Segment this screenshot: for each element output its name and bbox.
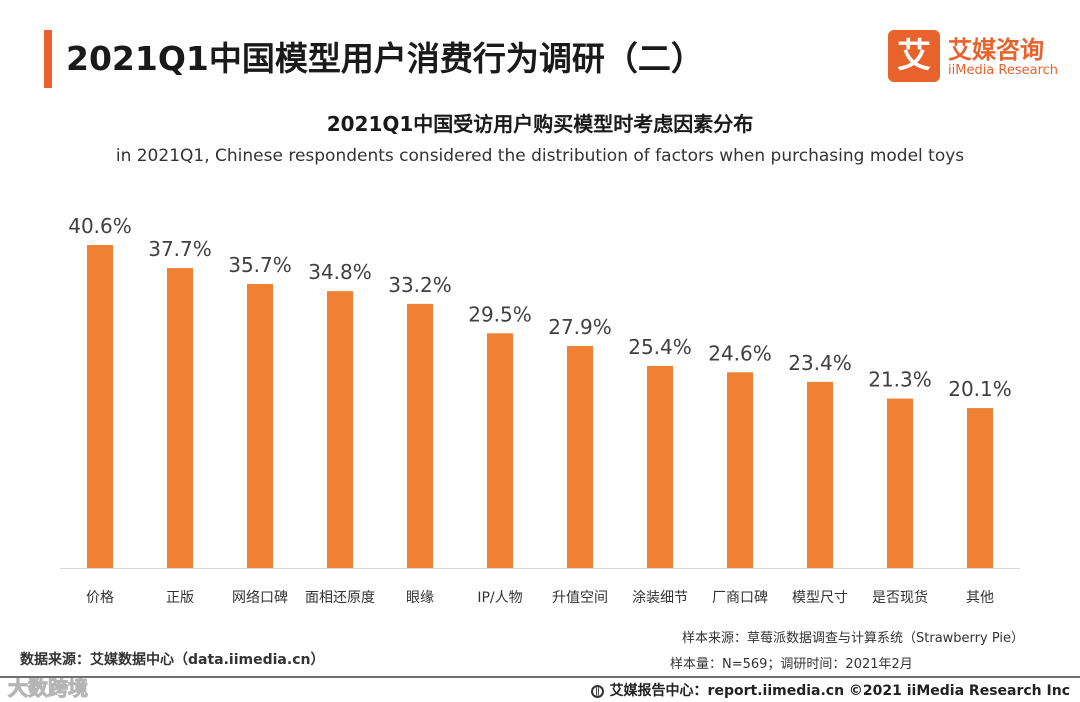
category-label-6: IP/人物 xyxy=(477,590,522,606)
bar-9 xyxy=(727,372,753,568)
category-label-9: 厂商口碑 xyxy=(712,590,768,606)
bar-12 xyxy=(967,408,993,568)
bar-2 xyxy=(167,268,193,568)
bar-1 xyxy=(87,245,113,568)
bar-4 xyxy=(327,291,353,568)
category-label-3: 网络口碑 xyxy=(232,590,288,606)
data-label-1: 40.6% xyxy=(68,214,132,238)
category-label-5: 眼缘 xyxy=(406,590,434,606)
data-label-5: 33.2% xyxy=(388,273,452,297)
data-label-11: 21.3% xyxy=(868,368,932,392)
bar-3 xyxy=(247,283,273,568)
sample-source-note: 样本来源：草莓派数据调查与计算系统（Strawberry Pie） xyxy=(682,631,1024,646)
bar-6 xyxy=(487,333,513,568)
watermark: 大数跨境 xyxy=(8,676,89,701)
globe-icon xyxy=(590,685,604,698)
bar-10 xyxy=(807,381,833,568)
data-label-7: 27.9% xyxy=(548,315,612,339)
data-label-2: 37.7% xyxy=(148,237,212,261)
data-label-6: 29.5% xyxy=(468,302,532,326)
page-title: 2021Q1中国模型用户消费行为调研（二） xyxy=(66,39,704,78)
bar-8 xyxy=(647,365,673,568)
chart-subtitle: in 2021Q1, Chinese respondents considere… xyxy=(115,146,965,166)
category-label-1: 价格 xyxy=(86,590,114,606)
bar-11 xyxy=(887,398,913,568)
data-label-9: 24.6% xyxy=(708,341,772,365)
footer-divider xyxy=(0,676,1080,678)
data-source-note: 数据来源：艾媒数据中心（data.iimedia.cn） xyxy=(20,652,325,668)
category-label-8: 涂装细节 xyxy=(632,590,688,606)
sample-size-note: 样本量：N=569；调研时间：2021年2月 xyxy=(670,657,913,672)
category-label-12: 其他 xyxy=(966,590,994,606)
data-label-4: 34.8% xyxy=(308,260,372,284)
footer-text: 艾媒报告中心：report.iimedia.cn ©2021 iiMedia R… xyxy=(609,683,1070,699)
logo-name-cn: 艾媒咨询 xyxy=(948,36,1044,64)
title-accent-bar xyxy=(44,30,52,88)
category-label-10: 模型尺寸 xyxy=(792,590,848,606)
category-label-7: 升值空间 xyxy=(552,590,608,606)
data-label-12: 20.1% xyxy=(948,377,1012,401)
bar-7 xyxy=(567,346,593,568)
bar-5 xyxy=(407,303,433,568)
logo-mark-icon: 艾 xyxy=(888,30,940,82)
data-label-10: 23.4% xyxy=(788,351,852,375)
iimedia-logo: 艾 艾媒咨询 iiMedia Research xyxy=(888,30,1060,82)
chart-title: 2021Q1中国受访用户购买模型时考虑因素分布 xyxy=(326,112,754,136)
category-label-2: 正版 xyxy=(166,590,194,606)
category-label-11: 是否现货 xyxy=(872,589,928,606)
data-label-8: 25.4% xyxy=(628,335,692,359)
category-label-4: 面相还原度 xyxy=(305,590,375,606)
footer-credit: 艾媒报告中心：report.iimedia.cn ©2021 iiMedia R… xyxy=(590,680,1070,700)
logo-name-en: iiMedia Research xyxy=(948,63,1059,78)
data-label-3: 35.7% xyxy=(228,253,292,277)
